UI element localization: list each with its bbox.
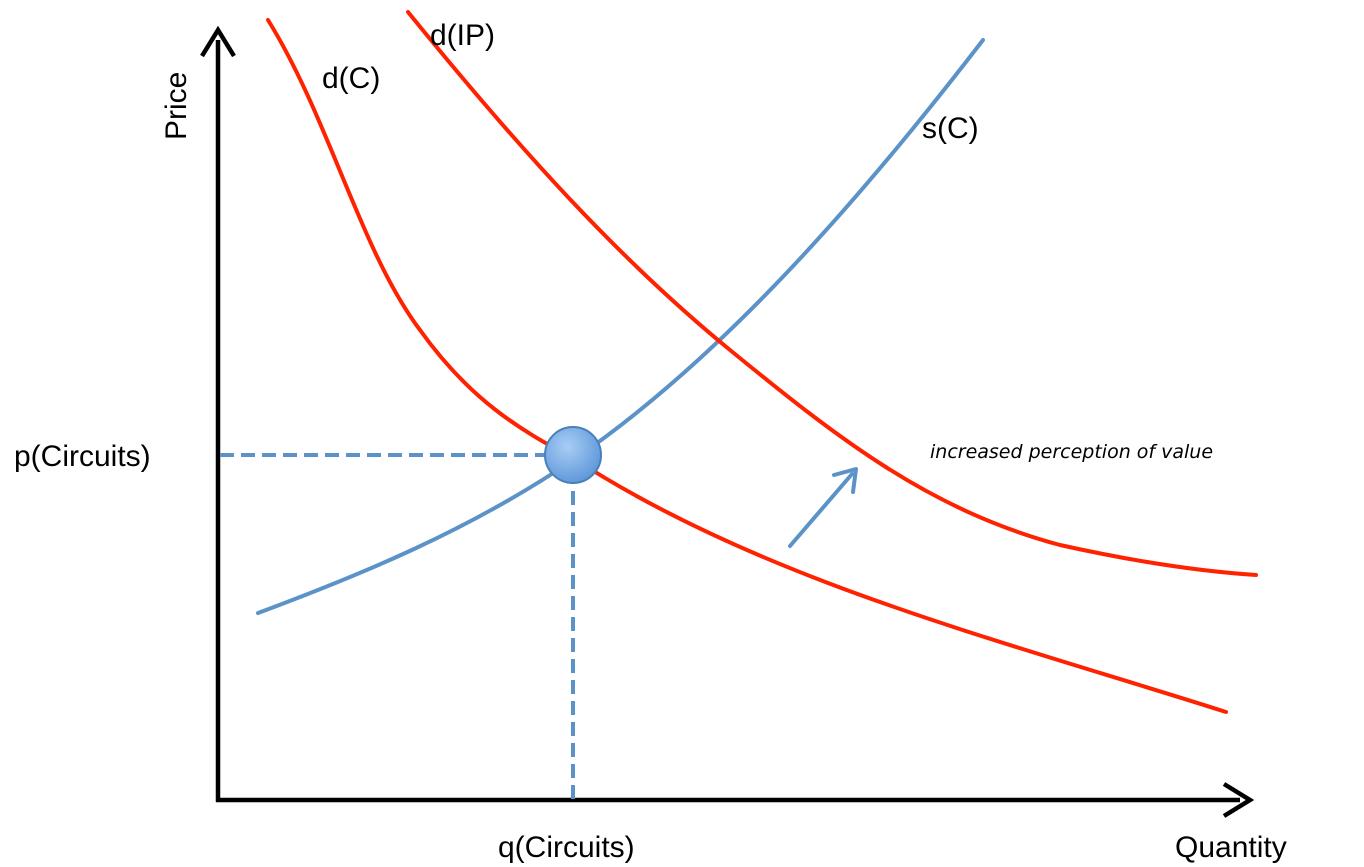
shift-arrow-shaft (788, 472, 854, 548)
supply-curve-circuits (256, 38, 985, 615)
demand-curve-circuits (266, 18, 1228, 714)
x-axis-label: Quantity (1175, 831, 1287, 864)
equilibrium-point (544, 426, 602, 484)
demand-circuits-label: d(C) (322, 62, 380, 95)
y-axis-arrowhead (200, 25, 236, 58)
supply-circuits-label: s(C) (922, 112, 979, 145)
demand-ip-label: d(IP) (430, 19, 495, 52)
quantity-equilibrium-label: q(Circuits) (498, 831, 635, 864)
shift-arrow-head (832, 467, 858, 494)
annotation-text: increased perception of value (930, 441, 1213, 463)
y-axis-label: Price (160, 72, 193, 140)
x-axis-arrowhead (1222, 782, 1255, 818)
demand-curve-ip (406, 10, 1258, 577)
price-equilibrium-label: p(Circuits) (14, 440, 151, 473)
